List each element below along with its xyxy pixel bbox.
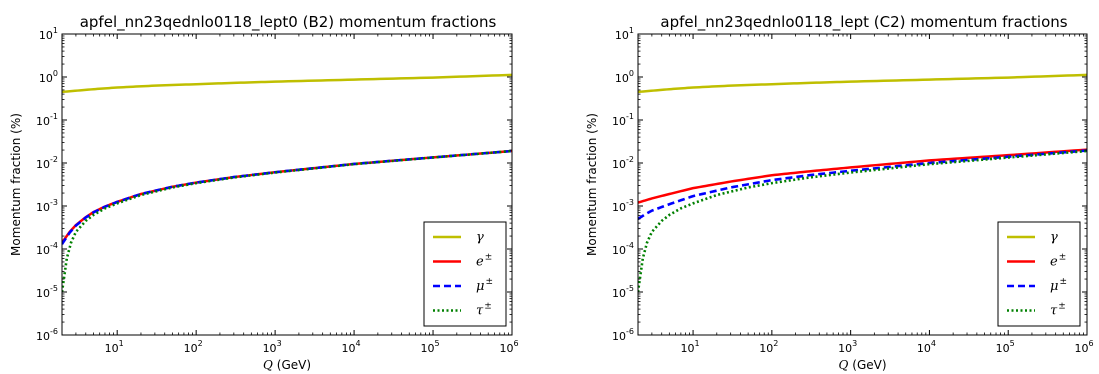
y-tick-label: 10-3 (612, 198, 634, 214)
legend-label-2: μ± (476, 277, 493, 294)
x-axis-variable: Q (838, 358, 848, 372)
legend-label-3: τ± (1050, 302, 1066, 319)
x-tick-label: 104 (342, 339, 361, 355)
legend: γ e± μ± τ± (423, 221, 507, 327)
y-tick-label: 10-2 (36, 155, 58, 171)
x-axis-label: Q (GeV) (838, 358, 886, 372)
x-tick-label: 101 (681, 339, 700, 355)
legend-box (997, 221, 1081, 327)
series-line-2 (62, 149, 512, 245)
series-line-0 (638, 73, 1087, 94)
x-tick-label: 101 (105, 339, 124, 355)
x-tick-label: 104 (917, 339, 936, 355)
legend-label-1: e± (476, 253, 492, 270)
legend-label-1: e± (1050, 253, 1066, 270)
legend-label-0: γ (1050, 230, 1058, 245)
y-tick-label: 10-5 (36, 284, 58, 300)
x-tick-label: 105 (996, 339, 1015, 355)
y-tick-label: 10-2 (612, 155, 634, 171)
x-tick-label: 103 (838, 339, 857, 355)
x-axis-label: Q (GeV) (263, 358, 311, 372)
legend: γ e± μ± τ± (997, 221, 1081, 327)
chart-title: apfel_nn23qednlo0118_lept (C2) momentum … (660, 13, 1067, 32)
y-tick-label: 10-3 (36, 198, 58, 214)
x-tick-label: 105 (420, 339, 439, 355)
y-tick-label: 100 (39, 69, 58, 85)
y-tick-label: 10-6 (612, 327, 634, 343)
x-tick-label: 106 (499, 339, 518, 355)
legend-label-3: τ± (476, 302, 492, 319)
y-axis-label: Momentum fraction (%) (9, 113, 23, 256)
series-line-0 (62, 73, 512, 94)
plot-frame (637, 33, 1088, 336)
chart-left: apfel_nn23qednlo0118_lept0 (B2) momentum… (9, 13, 519, 372)
x-axis-unit: (GeV) (852, 358, 886, 372)
y-tick-label: 100 (615, 69, 634, 85)
legend-box (423, 221, 507, 327)
y-tick-label: 10-5 (612, 284, 634, 300)
legend-label-2: μ± (1050, 277, 1067, 294)
chart-title: apfel_nn23qednlo0118_lept0 (B2) momentum… (80, 13, 497, 32)
x-axis-variable: Q (263, 358, 273, 372)
x-axis-unit: (GeV) (277, 358, 311, 372)
x-tick-label: 102 (759, 339, 778, 355)
x-tick-label: 106 (1074, 339, 1093, 355)
y-tick-label: 10-4 (36, 241, 58, 257)
y-tick-label: 10-4 (612, 241, 634, 257)
y-tick-label: 101 (615, 26, 634, 42)
x-tick-label: 103 (263, 339, 282, 355)
chart-right: apfel_nn23qednlo0118_lept (C2) momentum … (585, 13, 1094, 372)
y-tick-label: 101 (39, 26, 58, 42)
y-tick-label: 10-1 (36, 112, 58, 128)
y-tick-label: 10-6 (36, 327, 58, 343)
y-tick-label: 10-1 (612, 112, 634, 128)
plot-frame (61, 33, 513, 336)
legend-label-0: γ (476, 230, 484, 245)
x-tick-label: 102 (184, 339, 203, 355)
series-line-1 (638, 148, 1087, 204)
y-axis-label: Momentum fraction (%) (585, 113, 599, 256)
